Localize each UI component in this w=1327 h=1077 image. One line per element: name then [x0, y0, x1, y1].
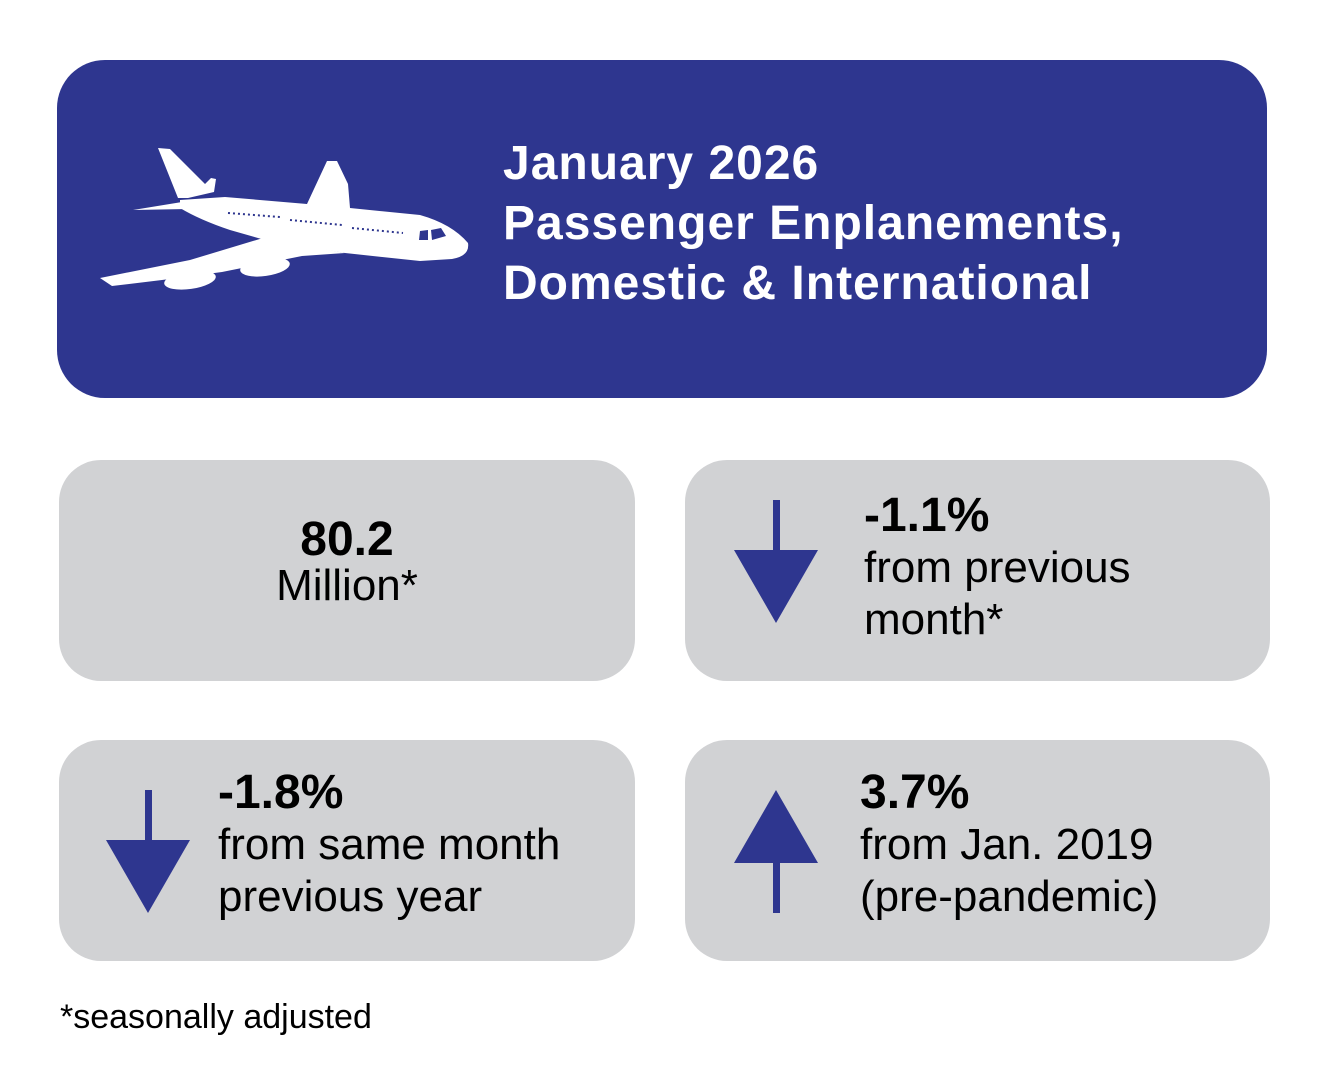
stat-card-2019-change: 3.7% from Jan. 2019 (pre-pandemic) — [685, 740, 1270, 961]
stat-card-year-change: -1.8% from same month previous year — [59, 740, 635, 961]
stat-value: -1.8% — [218, 766, 344, 819]
arrow-down-icon — [734, 500, 818, 623]
arrow-down-icon — [106, 790, 190, 913]
stat-label: from same month — [218, 820, 561, 869]
title-line: Passenger Enplanements, — [503, 197, 1124, 250]
stat-label: from previous — [864, 543, 1131, 592]
arrow-up-icon — [734, 790, 818, 913]
stat-value: -1.1% — [864, 489, 990, 542]
footnote: *seasonally adjusted — [60, 998, 372, 1036]
stat-label: Million* — [276, 561, 418, 610]
stat-value: 80.2 — [300, 513, 394, 566]
title-line: Domestic & International — [503, 257, 1093, 310]
page-title: January 2026 Passenger Enplanements, Dom… — [503, 134, 1124, 314]
stat-label: (pre-pandemic) — [860, 872, 1159, 921]
stat-card-total: 80.2 Million* — [59, 460, 635, 681]
title-line: January 2026 — [503, 137, 820, 190]
stat-label: previous year — [218, 872, 483, 921]
airplane-icon — [100, 148, 469, 290]
stat-label: from Jan. 2019 — [860, 820, 1154, 869]
stat-label: month* — [864, 595, 1004, 644]
stat-value: 3.7% — [860, 766, 970, 819]
stat-card-month-change: -1.1% from previous month* — [685, 460, 1270, 681]
